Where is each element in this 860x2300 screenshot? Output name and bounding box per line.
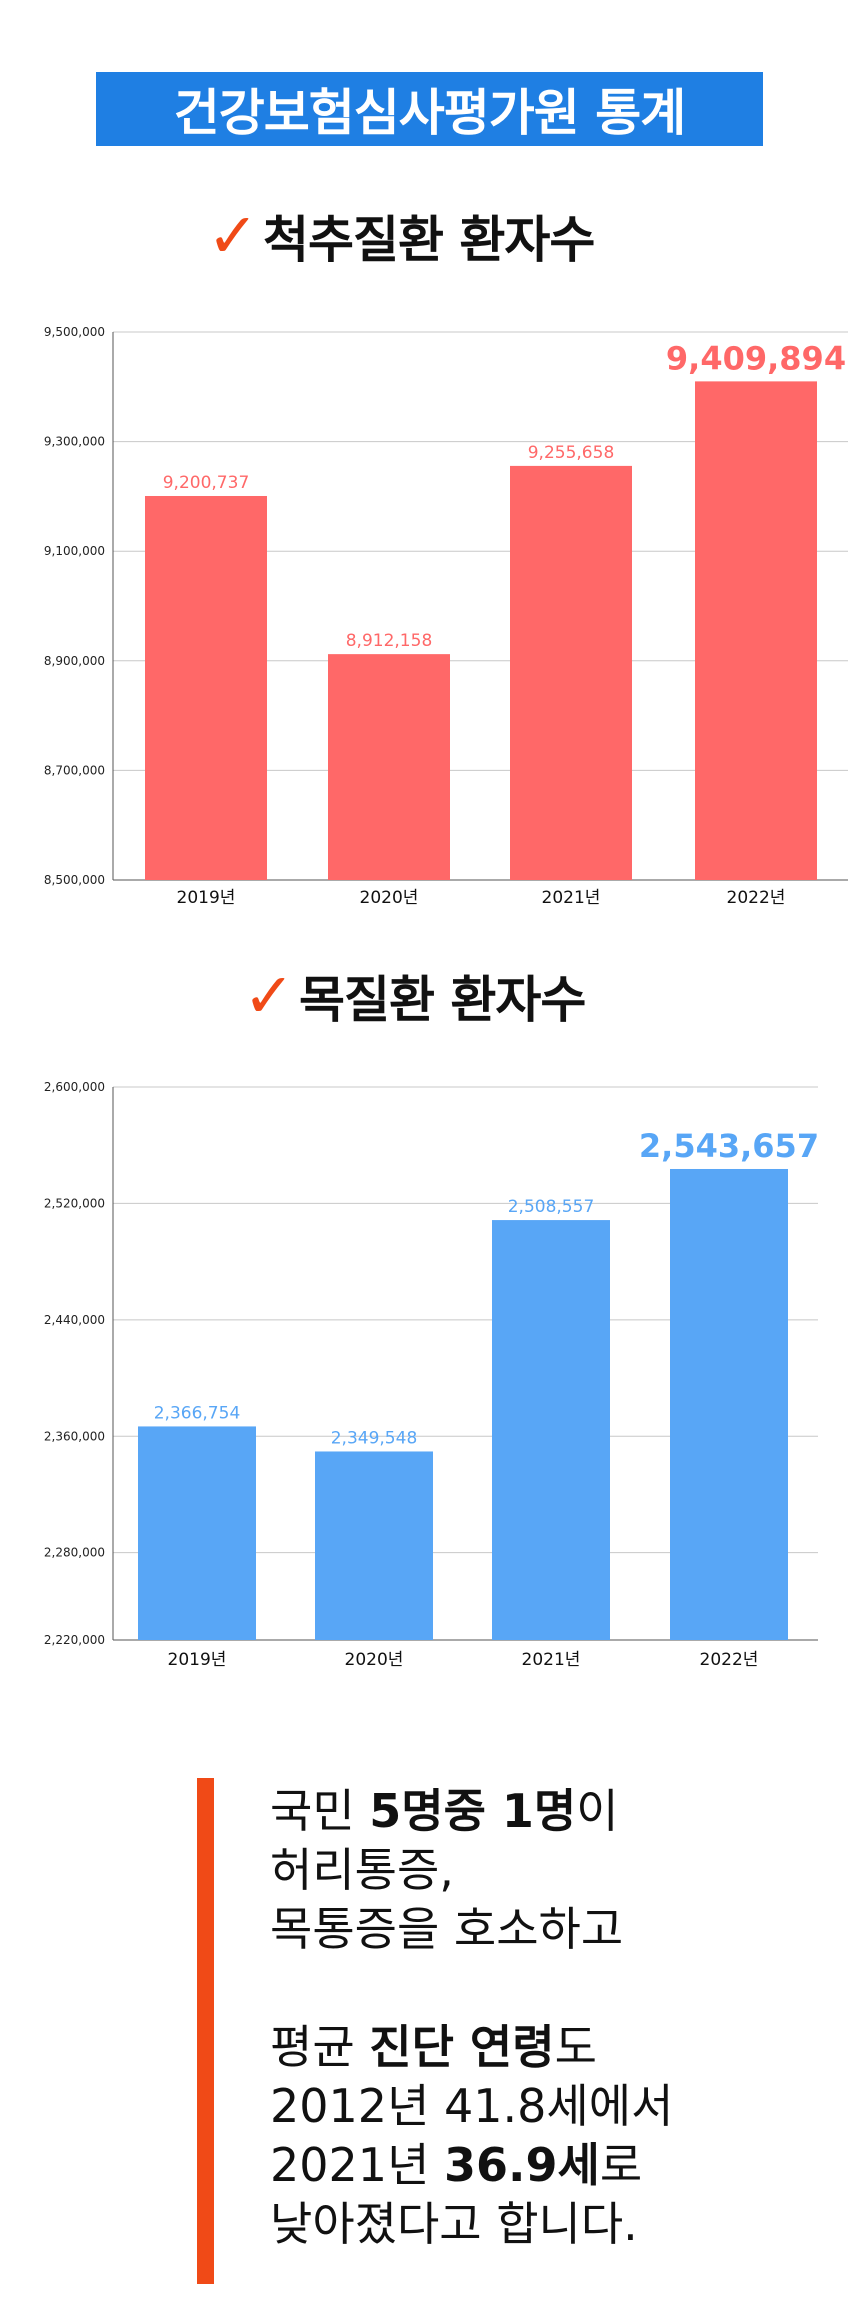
section-heading-neck: ✓ 목질환 환자수 bbox=[243, 959, 586, 1032]
x-tick-label: 2019년 bbox=[168, 1650, 227, 1670]
section-title-spine: 척추질환 환자수 bbox=[262, 211, 595, 269]
y-tick-label: 8,700,000 bbox=[44, 763, 105, 777]
y-tick-label: 2,360,000 bbox=[44, 1429, 105, 1443]
data-label: 9,409,894 bbox=[666, 339, 846, 377]
x-tick-label: 2022년 bbox=[700, 1650, 759, 1670]
summary-line-6: 2021년 36.9세로 bbox=[270, 2138, 643, 2192]
y-tick-label: 9,500,000 bbox=[44, 325, 105, 339]
bar bbox=[510, 465, 632, 880]
neck-patients-bar-chart: 2,220,000 2,280,000 2,360,000 2,440,000 2,52… bbox=[44, 1080, 819, 1670]
title-banner: 건강보험심사평가원 통계 bbox=[96, 72, 763, 146]
checkmark-icon: ✓ bbox=[207, 199, 259, 272]
y-tick-label: 8,900,000 bbox=[44, 654, 105, 668]
x-tick-label: 2021년 bbox=[522, 1650, 581, 1670]
bar bbox=[145, 495, 267, 880]
y-tick-label: 9,100,000 bbox=[44, 544, 105, 558]
data-label: 2,543,657 bbox=[639, 1127, 819, 1165]
summary-line-5: 2012년 41.8세에서 bbox=[270, 2079, 674, 2133]
y-tick-label: 2,220,000 bbox=[44, 1633, 105, 1647]
x-tick-label: 2020년 bbox=[345, 1650, 404, 1670]
section-title-neck: 목질환 환자수 bbox=[298, 971, 586, 1029]
y-tick-label: 2,520,000 bbox=[44, 1196, 105, 1210]
spine-patients-bar-chart: 8,500,000 8,700,000 8,900,000 9,100,000 9,30… bbox=[44, 325, 848, 908]
bar bbox=[328, 654, 450, 880]
bar bbox=[695, 381, 817, 880]
data-label: 2,508,557 bbox=[508, 1197, 595, 1217]
y-tick-label: 2,600,000 bbox=[44, 1080, 105, 1094]
data-label: 9,255,658 bbox=[528, 443, 615, 463]
data-label: 2,349,548 bbox=[331, 1428, 418, 1448]
x-tick-label: 2021년 bbox=[542, 888, 601, 908]
section-heading-spine: ✓ 척추질환 환자수 bbox=[207, 199, 595, 272]
summary-line-1: 국민 5명중 1명이 bbox=[270, 1784, 619, 1838]
summary-line-2: 허리통증, bbox=[270, 1843, 454, 1897]
data-label: 2,366,754 bbox=[154, 1403, 241, 1423]
checkmark-icon: ✓ bbox=[243, 959, 295, 1032]
summary-text: 국민 5명중 1명이 허리통증, 목통증을 호소하고 평균 진단 연령도 201… bbox=[270, 1782, 673, 2254]
y-tick-label: 2,280,000 bbox=[44, 1546, 105, 1560]
y-tick-label: 9,300,000 bbox=[44, 435, 105, 449]
bar bbox=[138, 1426, 256, 1640]
data-label: 8,912,158 bbox=[346, 631, 433, 651]
bar bbox=[492, 1220, 610, 1640]
accent-bar bbox=[197, 1778, 214, 2284]
page-title: 건강보험심사평가원 통계 bbox=[173, 84, 686, 142]
x-tick-label: 2020년 bbox=[360, 888, 419, 908]
y-tick-label: 2,440,000 bbox=[44, 1313, 105, 1327]
summary-line-4: 평균 진단 연령도 bbox=[270, 2020, 597, 2074]
summary-line-3: 목통증을 호소하고 bbox=[270, 1902, 624, 1956]
x-tick-label: 2019년 bbox=[177, 888, 236, 908]
bar bbox=[670, 1168, 788, 1640]
x-tick-label: 2022년 bbox=[727, 888, 786, 908]
data-label: 9,200,737 bbox=[163, 473, 250, 493]
y-tick-label: 8,500,000 bbox=[44, 873, 105, 887]
bar bbox=[315, 1451, 433, 1640]
summary-line-7: 낮아졌다고 합니다. bbox=[270, 2197, 638, 2251]
